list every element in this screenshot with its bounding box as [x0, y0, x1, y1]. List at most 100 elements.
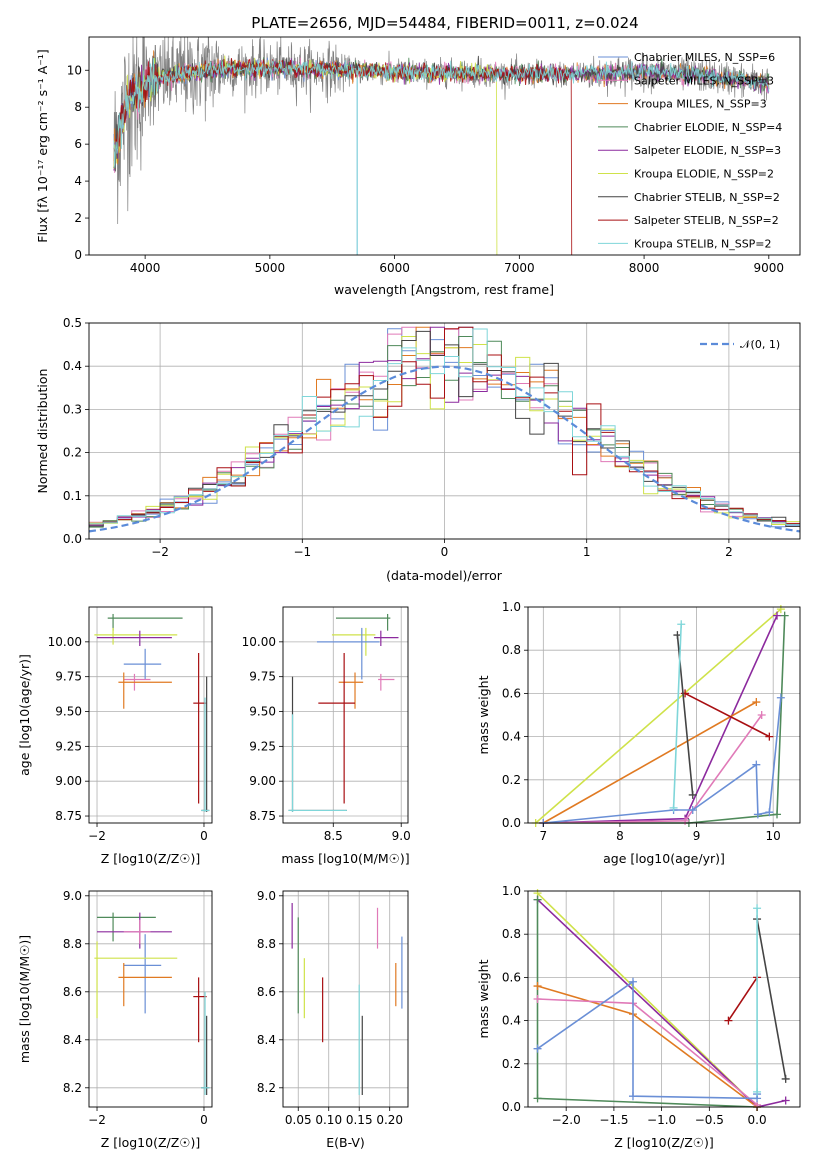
weight-series-line	[543, 615, 778, 824]
weight-marker	[533, 1044, 542, 1053]
y-tick-label: 0	[74, 248, 82, 262]
y-tick-label: 9.50	[249, 705, 276, 719]
y-tick-label: 8.4	[63, 1033, 82, 1047]
x-tick-label: 8.5	[324, 829, 343, 843]
y-tick-label: 9.25	[55, 739, 82, 753]
panel-frame	[88, 890, 213, 1108]
spectrum-legend-label: Salpeter STELIB, N_SSP=2	[634, 214, 779, 227]
weight-marker	[773, 810, 782, 819]
spectrum-legend-label: Chabrier ELODIE, N_SSP=4	[634, 121, 782, 134]
y-tick-label: 10.00	[48, 635, 82, 649]
points-layer	[288, 613, 399, 812]
grid-layer	[283, 891, 408, 1107]
y-tick-label: 0.0	[502, 816, 521, 830]
residual-ylabel: Normed distribution	[35, 369, 50, 494]
residual-legend-label: 𝒩(0, 1)	[740, 338, 780, 351]
y-tick-label: 9.50	[55, 705, 82, 719]
weight-marker	[780, 611, 789, 620]
panel-xlabel: E(B-V)	[326, 1135, 365, 1150]
weight-marker	[681, 816, 690, 825]
weight-marker	[781, 1096, 790, 1105]
y-tick-label: 0.6	[502, 686, 521, 700]
panel-frame	[527, 606, 801, 824]
y-tick-label: 10	[67, 63, 82, 77]
spectrum-legend-label: Chabrier STELIB, N_SSP=2	[634, 191, 780, 204]
weight-marker	[533, 982, 542, 991]
y-tick-label: 0.3	[63, 402, 82, 416]
spectrum-legend-label: Kroupa MILES, N_SSP=3	[634, 98, 767, 111]
x-tick-label: −2.0	[552, 1113, 581, 1127]
x-tick-label: 0.15	[346, 1113, 373, 1127]
mass-vs-z-panel: −2 0 8.2 8.4 8.6 8.8 9.0 Z [log10(Z/Z☉)] mass [l…	[17, 889, 213, 1150]
x-tick-label: 7	[540, 829, 548, 843]
weight-marker	[688, 806, 697, 815]
spectrum-legend-label: Kroupa ELODIE, N_SSP=2	[634, 168, 774, 181]
weight-marker	[669, 803, 678, 812]
y-tick-label: 4	[74, 174, 82, 188]
panel-ylabel: mass weight	[476, 959, 491, 1038]
y-tick-label: 8.8	[257, 937, 276, 951]
x-tick-label: −1.0	[647, 1113, 676, 1127]
y-tick-label: 9.00	[249, 774, 276, 788]
weight-marker	[628, 1092, 637, 1101]
y-tick-label: 8	[74, 100, 82, 114]
weight-series-line	[684, 692, 770, 738]
spectrum-legend-label: Chabrier MILES, N_SSP=6	[634, 51, 775, 64]
weight-marker	[765, 808, 774, 817]
y-tick-label: 0.0	[63, 532, 82, 546]
points-layer	[94, 912, 210, 1095]
weight-series-line	[543, 697, 782, 824]
series-layer	[531, 605, 789, 827]
x-tick-label: −2	[88, 829, 106, 843]
y-tick-label: 8.2	[63, 1081, 82, 1095]
x-tick-label: 9000	[754, 261, 785, 275]
weight-marker	[776, 605, 785, 614]
spectrum-model-line	[113, 57, 770, 168]
panel-frame	[527, 890, 801, 1108]
age-vs-z-panel: −2 0 8.75 9.00 9.25 9.50 9.75 10.00 Z [log10(Z/Z…	[17, 606, 213, 866]
y-tick-label: 0.1	[63, 489, 82, 503]
y-tick-label: 0.8	[502, 927, 521, 941]
weight-marker	[628, 977, 637, 986]
weight-marker	[765, 732, 774, 741]
x-tick-label: 0.05	[285, 1113, 312, 1127]
weight-series-line	[542, 701, 757, 824]
y-tick-label: 9.75	[249, 670, 276, 684]
y-tick-label: 9.0	[63, 889, 82, 903]
y-tick-label: 10.00	[242, 635, 276, 649]
x-tick-label: 4000	[130, 261, 161, 275]
panel-xlabel: age [log10(age/yr)]	[603, 851, 725, 866]
spectrum-model-line	[113, 57, 573, 256]
x-tick-label: 0	[441, 545, 449, 559]
y-tick-label: 0.2	[502, 773, 521, 787]
y-tick-label: 2	[74, 211, 82, 225]
x-tick-label: 6000	[379, 261, 410, 275]
residual-legend: 𝒩(0, 1)	[700, 338, 780, 351]
weight-marker	[533, 995, 542, 1003]
spectrum-panel: PLATE=2656, MJD=54484, FIBERID=0011, z=0…	[35, 14, 801, 297]
x-tick-label: −2	[151, 545, 169, 559]
weight-marker	[753, 810, 762, 819]
panel-frame	[282, 606, 409, 824]
weight-marker	[533, 895, 542, 904]
weight-series-line	[727, 976, 758, 1022]
panel-frame	[88, 606, 213, 824]
spectrum-title: PLATE=2656, MJD=54484, FIBERID=0011, z=0…	[251, 14, 638, 32]
panel-ylabel: age [log10(age/yr)]	[17, 654, 32, 776]
y-tick-label: 8.6	[257, 985, 276, 999]
weight-marker	[724, 1016, 733, 1025]
y-tick-label: 6	[74, 137, 82, 151]
y-tick-label: 9.25	[249, 739, 276, 753]
x-tick-label: 5000	[255, 261, 286, 275]
weight-marker	[776, 693, 785, 702]
residual-histogram	[89, 328, 800, 526]
weight-series-line	[543, 714, 763, 824]
weight-series-line	[672, 624, 682, 808]
spectrum-legend-label: Kroupa STELIB, N_SSP=2	[634, 237, 772, 250]
normal-curve	[88, 365, 801, 533]
y-tick-label: 9.00	[55, 774, 82, 788]
spectrum-legend-label: Salpeter ELODIE, N_SSP=3	[634, 144, 781, 157]
age-vs-mass-panel: 8.5 9.0 8.75 9.00 9.25 9.50 9.75 10.00 mass [log…	[242, 606, 411, 866]
spectrum-legend-label: Salpeter MILES, N_SSP=3	[634, 74, 774, 87]
